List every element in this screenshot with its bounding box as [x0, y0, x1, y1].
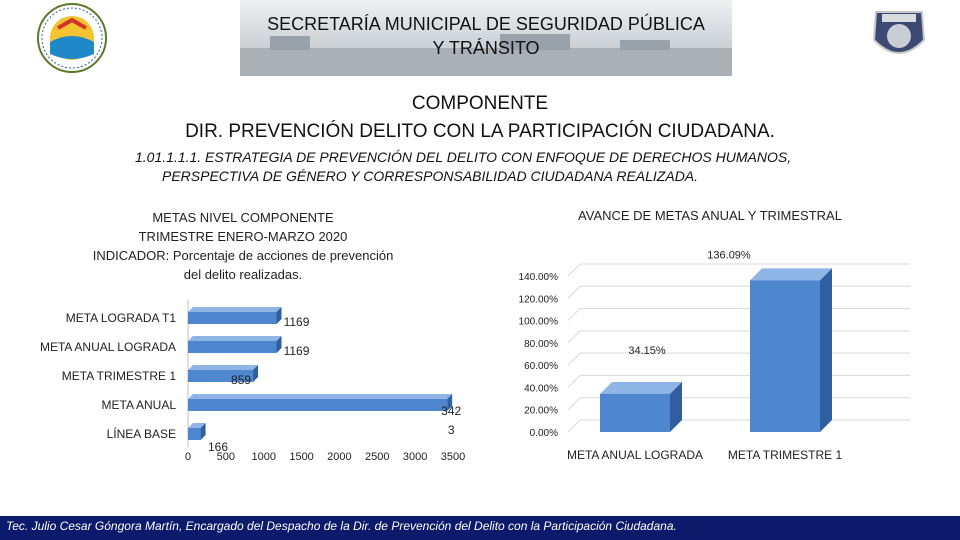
data-label: 136.09%: [707, 249, 751, 261]
data-label: 166: [208, 440, 228, 454]
bar-top-face: [750, 268, 832, 281]
header-banner: [240, 0, 732, 76]
category-label: META TRIMESTRE 1: [62, 369, 177, 383]
data-label: 859: [231, 373, 251, 387]
data-label: 1169: [284, 344, 310, 358]
bar: [188, 341, 277, 353]
data-label: 3: [448, 423, 455, 437]
x-tick-label: 1500: [289, 451, 313, 463]
y-tick-label: 40.00%: [524, 383, 558, 394]
bar-top-face: [188, 365, 259, 370]
left-heading-line1: METAS NIVEL COMPONENTE: [152, 210, 334, 225]
category-label: META ANUAL LOGRADA: [40, 340, 176, 354]
header-title-line2: Y TRÁNSITO: [432, 38, 540, 58]
footer-bar: [0, 516, 960, 540]
gridline-slant: [567, 330, 581, 344]
header-title: SECRETARÍA MUNICIPAL DE SEGURIDAD PÚBLIC…: [240, 12, 732, 60]
footer-text: Tec. Julio Cesar Góngora Martín, Encarga…: [6, 519, 677, 533]
bar: [188, 399, 448, 411]
vertical-bar-chart: 0.00% 20.00% 40.00% 60.00% 80.00% 100.00% 120.…: [519, 249, 910, 462]
y-tick-label: 20.00%: [524, 406, 558, 417]
gridline-slant: [567, 285, 581, 299]
gridline-slant: [567, 352, 581, 366]
gridline-slant: [567, 397, 581, 411]
strategy-text: 1.01.1.1.1. ESTRATEGIA DE PREVENCIÓN DEL…: [135, 148, 855, 186]
left-chart-heading: METAS NIVEL COMPONENTE TRIMESTRE ENERO-M…: [60, 208, 426, 284]
x-tick-label: 500: [217, 451, 235, 463]
category-label: META ANUAL: [102, 398, 177, 412]
bar-top-face: [188, 307, 282, 312]
bar: [750, 280, 820, 432]
y-tick-label: 120.00%: [519, 294, 559, 305]
bar-side-face: [820, 268, 832, 432]
police-badge-logo: [868, 4, 930, 68]
right-chart-title: AVANCE DE METAS ANUAL Y TRIMESTRAL: [578, 208, 842, 223]
gridline-slant: [567, 419, 581, 433]
data-label: 1169: [284, 315, 310, 329]
data-label: 34.15%: [628, 345, 666, 357]
left-heading-line3: INDICADOR: Porcentaje de acciones de pre…: [92, 248, 394, 263]
y-tick-label: 140.00%: [519, 272, 559, 283]
bar-side-face: [447, 394, 453, 411]
x-tick-label: 0: [185, 451, 191, 463]
y-tick-label: 0.00%: [530, 428, 558, 439]
y-tick-label: 100.00%: [519, 317, 559, 328]
component-title: COMPONENTE: [411, 93, 549, 114]
bar: [188, 312, 277, 324]
bar-side-face: [670, 381, 682, 432]
category-label: META ANUAL LOGRADA: [567, 448, 703, 462]
bar-side-face: [276, 307, 282, 324]
left-heading-line4: del delito realizadas.: [183, 267, 303, 282]
bar: [188, 428, 201, 440]
bar-side-face: [200, 423, 206, 440]
gridline-slant: [567, 263, 581, 277]
x-tick-label: 3000: [403, 451, 427, 463]
category-label: META TRIMESTRE 1: [728, 448, 843, 462]
bar: [188, 370, 254, 382]
municipality-logo: [36, 2, 108, 74]
data-label: 342: [441, 404, 461, 418]
category-label: META LOGRADA T1: [66, 311, 177, 325]
x-tick-label: 1000: [251, 451, 275, 463]
left-heading-line2: TRIMESTRE ENERO-MARZO 2020: [138, 229, 348, 244]
strategy-line2: PERSPECTIVA DE GÉNERO Y CORRESPONSABILID…: [162, 168, 699, 184]
category-label: LÍNEA BASE: [107, 426, 176, 441]
bar-top-face: [188, 394, 453, 399]
component-subtitle: DIR. PREVENCIÓN DELITO CON LA PARTICIPAC…: [185, 121, 775, 142]
bar-top-face: [188, 423, 206, 428]
strategy-line1: 1.01.1.1.1. ESTRATEGIA DE PREVENCIÓN DEL…: [135, 149, 792, 165]
bar: [600, 393, 670, 432]
bar-top-face: [188, 336, 282, 341]
x-tick-label: 2500: [365, 451, 389, 463]
x-tick-label: 2000: [327, 451, 351, 463]
bar-side-face: [276, 336, 282, 353]
y-tick-label: 60.00%: [524, 361, 558, 372]
bar-side-face: [253, 365, 259, 382]
header-title-line1: SECRETARÍA MUNICIPAL DE SEGURIDAD PÚBLIC…: [267, 14, 705, 34]
gridline-slant: [567, 375, 581, 388]
bar-top-face: [600, 381, 682, 394]
horizontal-bar-chart: META LOGRADA T1 1169 META ANUAL LOGRADA 116…: [40, 300, 465, 463]
gridline-slant: [567, 308, 581, 321]
y-tick-label: 80.00%: [524, 339, 558, 350]
x-tick-label: 3500: [441, 451, 465, 463]
